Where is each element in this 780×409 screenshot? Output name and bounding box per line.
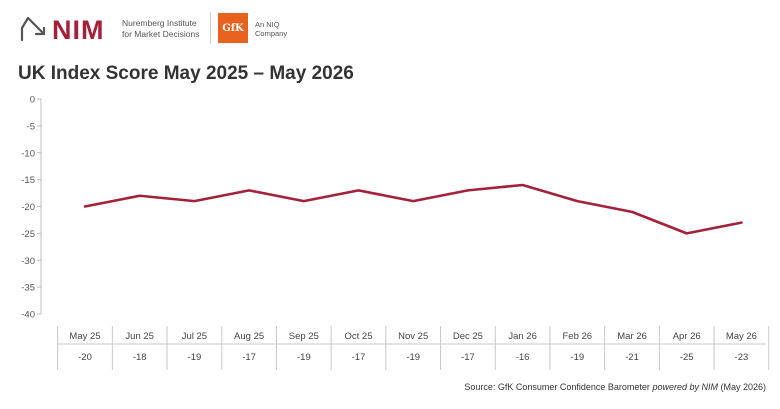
data-label: -17 [461,352,475,363]
data-label: -21 [625,352,639,363]
chart-title: UK Index Score May 2025 – May 2026 [18,63,354,84]
y-tick-label: -15 [21,175,35,186]
y-tick-label: -20 [21,202,35,213]
x-tick-label: Sep 25 [289,331,319,342]
x-tick-label: May 26 [726,331,757,342]
x-tick-label: Jan 26 [508,331,537,342]
x-tick-label: Jul 25 [182,331,207,342]
y-tick-label: -25 [21,229,35,240]
data-label: -18 [133,352,147,363]
y-tick-label: -30 [21,256,35,267]
data-label: -23 [735,352,749,363]
y-tick-label: -40 [21,310,35,321]
nim-logo: NIM [52,15,105,45]
x-tick-label: Dec 25 [453,331,483,342]
y-tick-label: -10 [21,148,35,159]
x-tick-label: Oct 25 [345,331,373,342]
data-label: -19 [297,352,311,363]
gfk-subtitle: An NIQ Company [255,20,288,38]
data-label: -17 [352,352,366,363]
data-label: -16 [516,352,530,363]
x-tick-label: Jun 25 [125,331,154,342]
nim-subtitle: Nuremberg Institute for Market Decisions [122,18,200,39]
data-label: -19 [406,352,420,363]
header: NIM Nuremberg Institute for Market Decis… [18,10,418,48]
x-tick-label: May 25 [69,331,100,342]
data-label: -19 [188,352,202,363]
y-tick-label: -35 [21,283,35,294]
y-tick-label: 0 [30,95,35,106]
x-tick-label: Aug 25 [234,331,264,342]
y-tick-label: -5 [27,121,35,132]
gfk-logo: GfK [218,13,248,43]
data-label: -17 [242,352,256,363]
series-line [83,183,743,235]
x-tick-label: Feb 26 [563,331,593,342]
nim-arrow-icon [20,16,46,42]
data-label: -25 [680,352,694,363]
logo-divider [210,12,211,44]
x-tick-label: Nov 25 [398,331,428,342]
data-label: -20 [78,352,92,363]
data-label: -19 [570,352,584,363]
x-tick-label: Mar 26 [617,331,647,342]
x-tick-label: Apr 26 [673,331,701,342]
source-note: Source: GfK Consumer Confidence Baromete… [464,382,766,392]
